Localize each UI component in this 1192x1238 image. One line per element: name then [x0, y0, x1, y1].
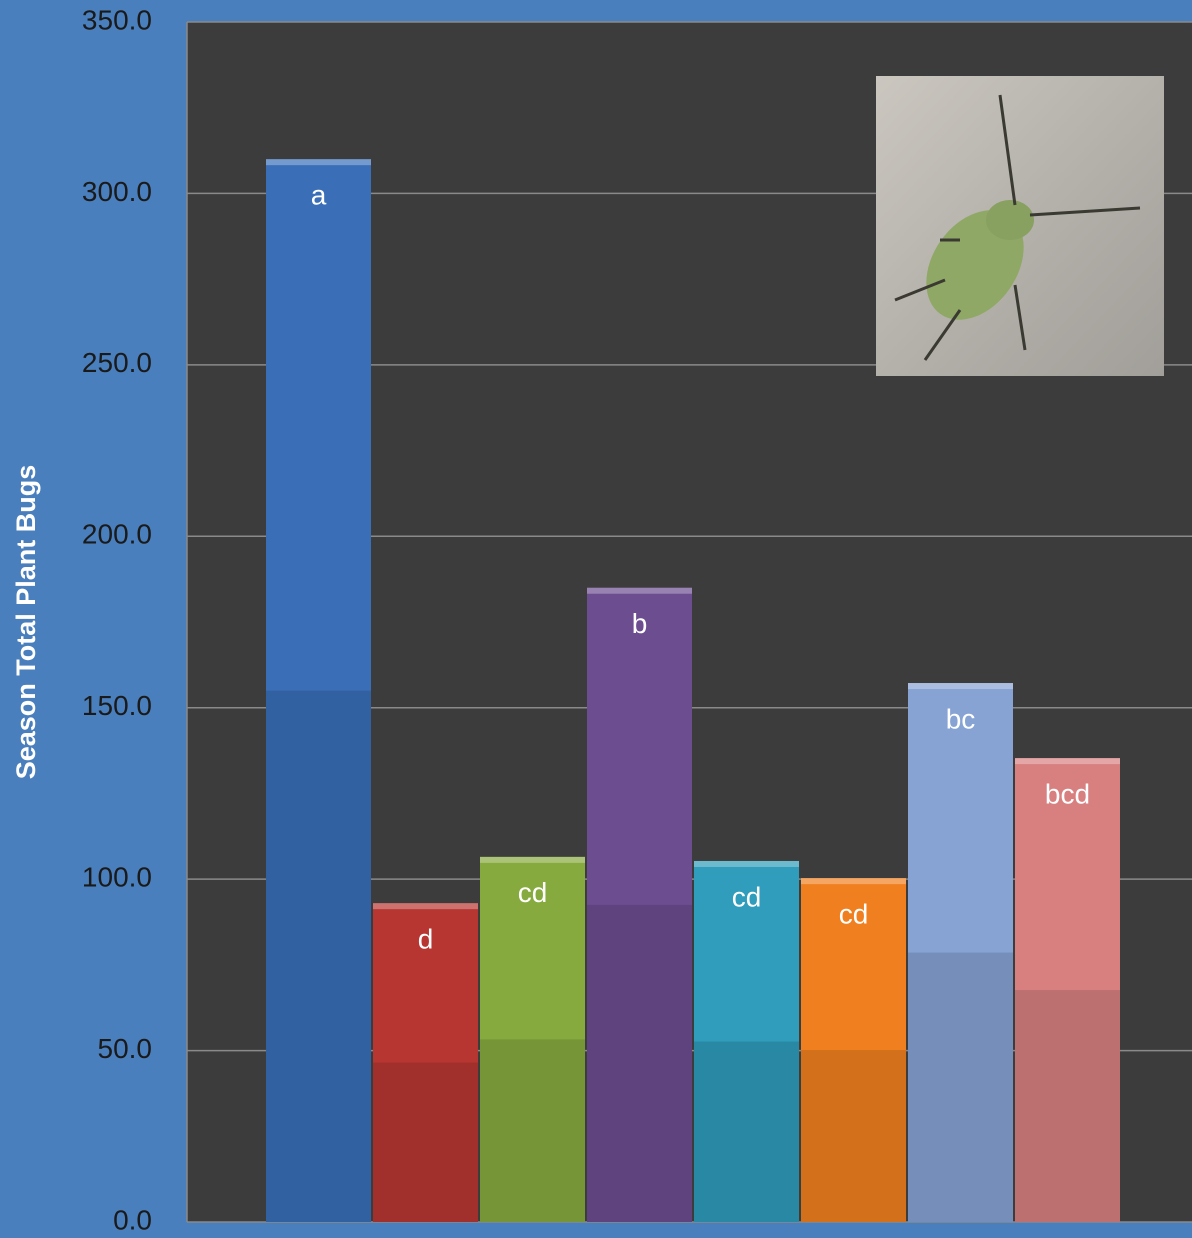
y-tick-label: 300.0: [82, 176, 152, 207]
bar: [801, 878, 906, 1222]
bar: [1015, 758, 1120, 1222]
bar: [266, 159, 371, 1223]
bar-letter: cd: [732, 881, 762, 912]
y-tick-label: 350.0: [82, 4, 152, 35]
bar-cap: [801, 878, 906, 885]
bar-shade: [266, 690, 371, 1222]
bar: [587, 587, 692, 1222]
bar: [694, 860, 799, 1222]
bar: [908, 683, 1013, 1222]
bar-shade: [587, 904, 692, 1222]
bar-letter: bc: [946, 703, 976, 734]
y-tick-label: 200.0: [82, 519, 152, 550]
bar-cap: [587, 587, 692, 594]
bar-shade: [480, 1039, 585, 1222]
bar-cap: [480, 856, 585, 863]
y-tick-label: 0.0: [113, 1204, 152, 1235]
bar-cap: [373, 903, 478, 910]
bar-shade: [694, 1041, 799, 1222]
bar-letter: bcd: [1045, 779, 1090, 810]
bar-shade: [373, 1062, 478, 1222]
bar-cap: [1015, 758, 1120, 765]
bar: [480, 856, 585, 1222]
bar-shade: [1015, 990, 1120, 1222]
bar-letter: b: [632, 608, 648, 639]
y-tick-label: 50.0: [98, 1033, 153, 1064]
bar-letter: d: [418, 924, 434, 955]
bar-shade: [908, 952, 1013, 1222]
bar-letter: cd: [839, 899, 869, 930]
bar-cap: [908, 683, 1013, 690]
y-tick-label: 100.0: [82, 862, 152, 893]
inset-photo: [876, 76, 1164, 376]
y-tick-label: 250.0: [82, 347, 152, 378]
bar-cap: [694, 860, 799, 867]
bar: [373, 903, 478, 1222]
y-tick-label: 150.0: [82, 690, 152, 721]
bar-cap: [266, 159, 371, 166]
bar-letter: a: [311, 180, 327, 211]
bar-shade: [801, 1050, 906, 1222]
y-axis-title: Season Total Plant Bugs: [11, 465, 41, 780]
bar-letter: cd: [518, 877, 548, 908]
